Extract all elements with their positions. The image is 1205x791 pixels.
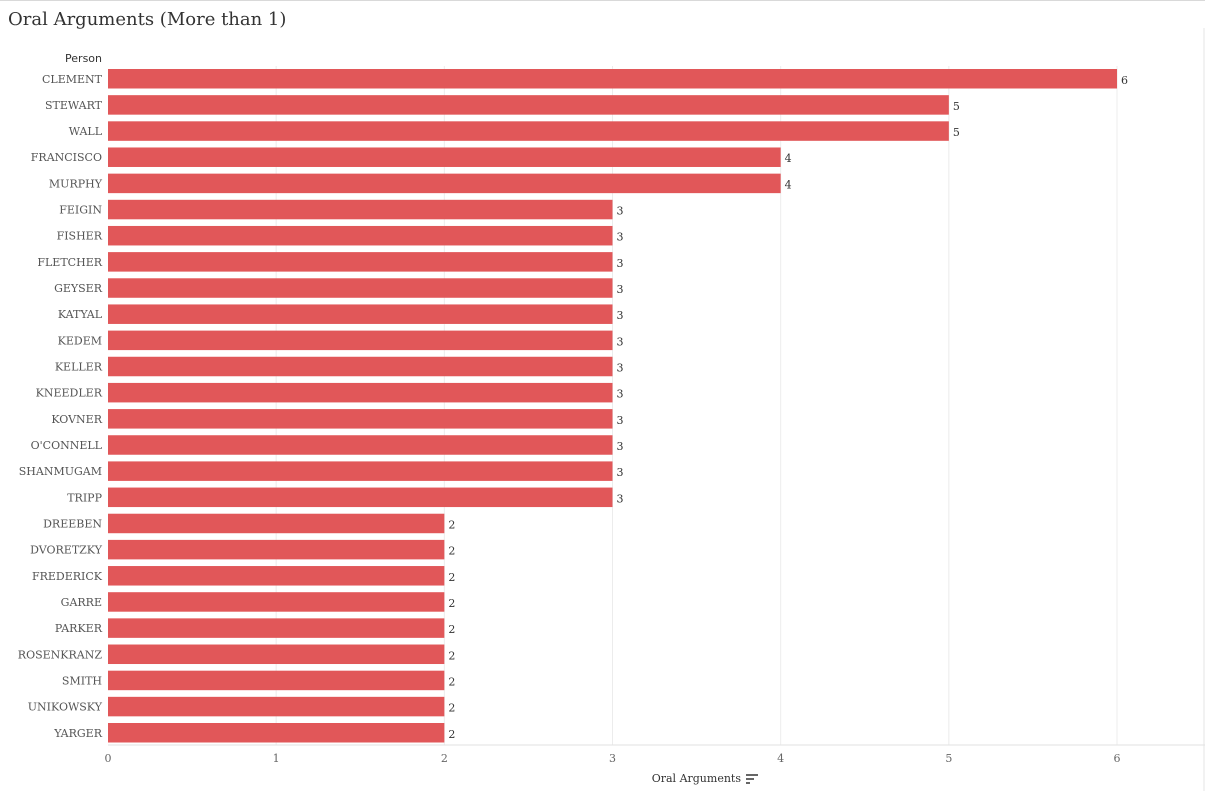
bar[interactable] (108, 644, 445, 665)
data-label: 3 (617, 388, 624, 401)
category-label: FREDERICK (32, 570, 103, 583)
bar[interactable] (108, 69, 1118, 89)
category-label: FISHER (57, 230, 103, 243)
data-label: 3 (617, 362, 624, 375)
x-tick-label: 0 (105, 752, 112, 765)
bar[interactable] (108, 513, 445, 534)
bar[interactable] (108, 592, 445, 612)
bar[interactable] (108, 566, 445, 586)
bar[interactable] (108, 121, 949, 141)
category-label: KELLER (55, 361, 103, 374)
bar[interactable] (108, 225, 613, 246)
bar[interactable] (108, 723, 445, 743)
data-label: 6 (1121, 74, 1128, 87)
bar[interactable] (108, 487, 613, 508)
data-label: 3 (617, 283, 624, 296)
data-label: 3 (617, 440, 624, 453)
data-label: 3 (617, 205, 624, 218)
category-label: GARRE (61, 596, 102, 609)
category-label: DVORETZKY (30, 544, 103, 557)
bar[interactable] (108, 356, 613, 377)
bar[interactable] (108, 382, 613, 403)
category-label: FRANCISCO (31, 151, 102, 164)
y-axis-title: Person (65, 52, 102, 65)
data-label: 2 (448, 518, 455, 531)
bar[interactable] (108, 618, 445, 638)
category-label: SHANMUGAM (19, 465, 102, 478)
bar[interactable] (108, 278, 613, 298)
x-tick-label: 5 (945, 752, 952, 765)
data-label: 2 (448, 597, 455, 610)
category-label: FLETCHER (37, 256, 102, 269)
bar[interactable] (108, 95, 949, 115)
data-label: 2 (448, 675, 455, 688)
data-label: 5 (953, 100, 960, 113)
sort-descending-icon[interactable] (746, 772, 758, 784)
data-label: 2 (448, 623, 455, 636)
data-label: 3 (617, 492, 624, 505)
x-tick-label: 3 (609, 752, 616, 765)
data-label: 3 (617, 231, 624, 244)
bar[interactable] (108, 670, 445, 691)
category-label: GEYSER (54, 282, 103, 295)
category-label: YARGER (53, 727, 102, 740)
data-label: 2 (448, 702, 455, 715)
category-label: KNEEDLER (36, 387, 103, 400)
bar[interactable] (108, 330, 613, 351)
chart-title: Oral Arguments (More than 1) (8, 9, 287, 30)
bar[interactable] (108, 409, 613, 429)
data-label: 2 (448, 649, 455, 662)
category-label: MURPHY (49, 177, 103, 190)
bar[interactable] (108, 173, 781, 194)
data-label: 4 (785, 178, 792, 191)
data-label: 3 (617, 335, 624, 348)
x-axis-title: Oral Arguments (652, 772, 742, 785)
data-label: 2 (448, 728, 455, 741)
top-divider (0, 0, 1205, 1)
data-label: 3 (617, 309, 624, 322)
category-label: KEDEM (58, 334, 102, 347)
data-label: 3 (617, 414, 624, 427)
data-label: 5 (953, 126, 960, 139)
category-label: PARKER (55, 622, 103, 635)
category-label: CLEMENT (42, 73, 103, 86)
x-tick-label: 6 (1114, 752, 1121, 765)
category-label: WALL (69, 125, 103, 138)
bar[interactable] (108, 199, 613, 220)
x-tick-label: 2 (441, 752, 448, 765)
data-label: 2 (448, 571, 455, 584)
bar[interactable] (108, 147, 781, 167)
category-label: TRIPP (67, 491, 102, 504)
category-label: STEWART (45, 99, 103, 112)
category-label: KATYAL (58, 308, 103, 321)
x-tick-label: 4 (777, 752, 784, 765)
x-tick-label: 1 (273, 752, 280, 765)
category-label: SMITH (62, 674, 102, 687)
category-label: FEIGIN (59, 204, 102, 217)
category-label: KOVNER (51, 413, 102, 426)
category-label: UNIKOWSKY (28, 701, 103, 714)
bar[interactable] (108, 304, 613, 324)
category-label: O'CONNELL (31, 439, 103, 452)
data-label: 3 (617, 466, 624, 479)
category-label: DREEBEN (43, 517, 102, 530)
data-label: 4 (785, 152, 792, 165)
bar[interactable] (108, 252, 613, 272)
bar[interactable] (108, 461, 613, 481)
bar[interactable] (108, 539, 445, 560)
bar[interactable] (108, 435, 613, 455)
bar[interactable] (108, 696, 445, 717)
data-label: 3 (617, 257, 624, 270)
category-label: ROSENKRANZ (18, 648, 103, 661)
data-label: 2 (448, 545, 455, 558)
